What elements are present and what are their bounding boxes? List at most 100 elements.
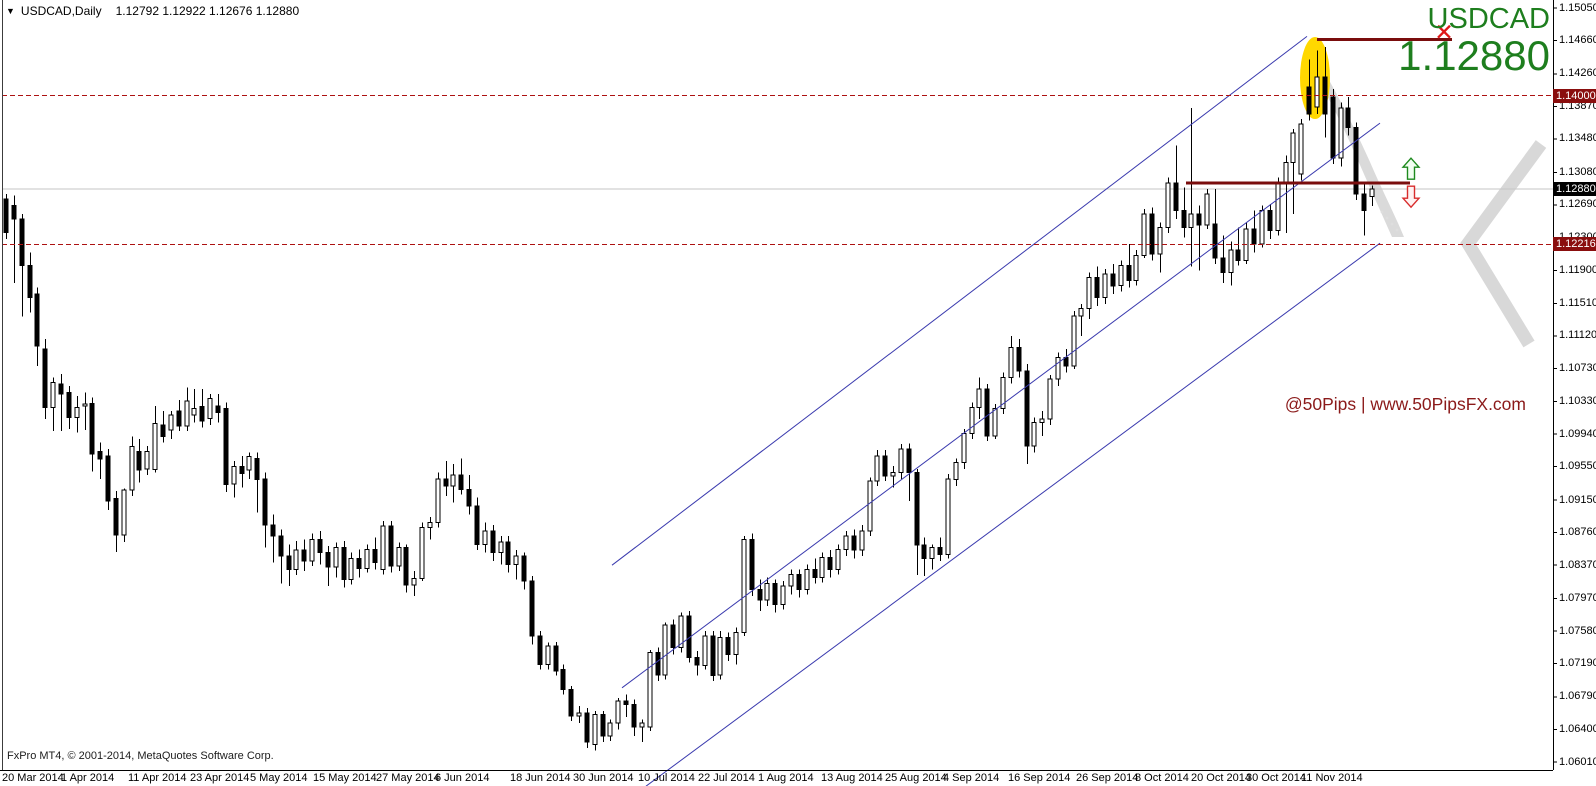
bull-candle bbox=[835, 548, 841, 570]
date-tick-label: 1 Aug 2014 bbox=[758, 772, 814, 784]
bull-candle bbox=[607, 722, 613, 737]
channel-trendline[interactable] bbox=[645, 242, 1381, 786]
price-tick-label: 1.07580 bbox=[1559, 624, 1596, 637]
bull-candle bbox=[309, 538, 315, 562]
bear-candle bbox=[58, 383, 64, 395]
quote-symbol: USDCAD bbox=[1427, 3, 1550, 35]
bear-candle bbox=[827, 557, 833, 570]
quote-price: 1.12880 bbox=[1398, 32, 1550, 80]
price-tick-label: 1.14660 bbox=[1559, 34, 1596, 47]
bull-candle bbox=[867, 480, 873, 532]
bear-candle bbox=[1149, 213, 1155, 255]
bull-candle bbox=[804, 568, 810, 590]
bull-candle bbox=[513, 555, 519, 565]
bull-candle bbox=[961, 432, 967, 464]
bear-candle bbox=[560, 668, 566, 690]
bear-candle bbox=[1345, 107, 1351, 128]
watermark-graphics bbox=[1308, 58, 1547, 348]
bull-candle bbox=[717, 637, 723, 676]
bear-candle bbox=[1353, 126, 1359, 195]
bear-candle bbox=[529, 580, 535, 637]
bull-candle bbox=[1157, 226, 1163, 255]
date-tick-label: 5 May 2014 bbox=[250, 772, 308, 784]
price-tick-label: 1.13870 bbox=[1559, 99, 1596, 112]
price-tick-label: 1.06790 bbox=[1559, 690, 1596, 703]
bear-candle bbox=[937, 547, 943, 555]
bear-candle bbox=[199, 406, 205, 422]
date-tick-label: 18 Jun 2014 bbox=[510, 772, 571, 784]
price-tick-label: 1.06400 bbox=[1559, 722, 1596, 735]
bear-candle bbox=[710, 635, 716, 676]
bull-candle bbox=[1071, 315, 1077, 367]
bear-candle bbox=[42, 348, 48, 409]
bear-candle bbox=[3, 198, 9, 233]
bull-candle bbox=[450, 474, 456, 487]
bear-candle bbox=[160, 424, 166, 438]
bull-candle bbox=[576, 712, 582, 717]
bear-candle bbox=[757, 588, 763, 601]
bull-candle bbox=[1031, 422, 1037, 447]
bull-candle bbox=[1204, 193, 1210, 226]
close-x-icon[interactable] bbox=[1437, 24, 1451, 39]
price-tick-label: 1.14260 bbox=[1559, 67, 1596, 80]
bull-candle bbox=[843, 535, 849, 550]
channel-trendline[interactable] bbox=[611, 36, 1308, 566]
bear-candle bbox=[388, 525, 394, 567]
bull-candle bbox=[498, 541, 504, 554]
bear-candle bbox=[215, 405, 221, 414]
bear-candle bbox=[11, 205, 17, 220]
price-tick-label: 1.07970 bbox=[1559, 592, 1596, 605]
bear-candle bbox=[262, 478, 268, 526]
bull-candle bbox=[788, 573, 794, 587]
date-tick-label: 15 May 2014 bbox=[313, 772, 377, 784]
down-arrow-icon bbox=[1401, 185, 1421, 209]
bull-candle bbox=[764, 583, 770, 601]
bull-candle bbox=[74, 407, 80, 418]
price-tick-label: 1.10730 bbox=[1559, 361, 1596, 374]
bear-candle bbox=[631, 703, 637, 728]
bull-candle bbox=[592, 714, 598, 745]
bear-candle bbox=[239, 466, 245, 474]
quote-display: USDCAD 1.12880 bbox=[1398, 4, 1550, 79]
date-tick-label: 30 Jun 2014 bbox=[573, 772, 634, 784]
watermark-dots bbox=[1380, 210, 1399, 232]
watermark-text: @50Pips | www.50PipsFX.com bbox=[1284, 394, 1526, 414]
bear-candle bbox=[356, 558, 362, 569]
channel-trendline[interactable] bbox=[621, 122, 1381, 689]
bull-candle bbox=[702, 635, 708, 666]
bear-candle bbox=[1110, 273, 1116, 287]
bear-candle bbox=[286, 555, 292, 570]
bear-candle bbox=[301, 549, 307, 562]
bear-candle bbox=[278, 535, 284, 557]
price-tag-resistance-level: 1.14000 bbox=[1553, 88, 1596, 103]
date-tick-label: 6 Jun 2014 bbox=[435, 772, 490, 784]
bull-candle bbox=[898, 448, 904, 474]
bear-candle bbox=[105, 455, 111, 502]
bull-candle bbox=[1228, 249, 1234, 273]
bull-candle bbox=[1298, 123, 1304, 175]
bull-candle bbox=[333, 547, 339, 568]
bear-candle bbox=[505, 541, 511, 565]
bull-candle bbox=[874, 455, 880, 482]
bear-candle bbox=[490, 530, 496, 554]
bull-candle bbox=[1102, 273, 1108, 299]
bear-candle bbox=[466, 488, 472, 507]
bear-candle bbox=[749, 538, 755, 590]
bull-candle bbox=[380, 525, 386, 570]
bear-candle bbox=[1267, 210, 1273, 232]
bull-candle bbox=[1086, 276, 1092, 309]
bull-candle bbox=[129, 446, 135, 491]
price-tick-label: 1.11510 bbox=[1559, 296, 1596, 309]
bull-candle bbox=[1314, 76, 1320, 108]
bull-candle bbox=[1078, 307, 1084, 317]
bear-candle bbox=[317, 538, 323, 554]
bull-candle bbox=[419, 527, 425, 579]
bull-candle bbox=[1283, 161, 1289, 184]
bear-candle bbox=[1196, 213, 1202, 226]
bull-candle bbox=[435, 478, 441, 524]
symbol-dropdown-icon[interactable]: ▼ bbox=[6, 6, 15, 16]
bear-candle bbox=[521, 555, 527, 582]
price-tick-label: 1.13080 bbox=[1559, 165, 1596, 178]
price-tick-label: 1.09940 bbox=[1559, 427, 1596, 440]
